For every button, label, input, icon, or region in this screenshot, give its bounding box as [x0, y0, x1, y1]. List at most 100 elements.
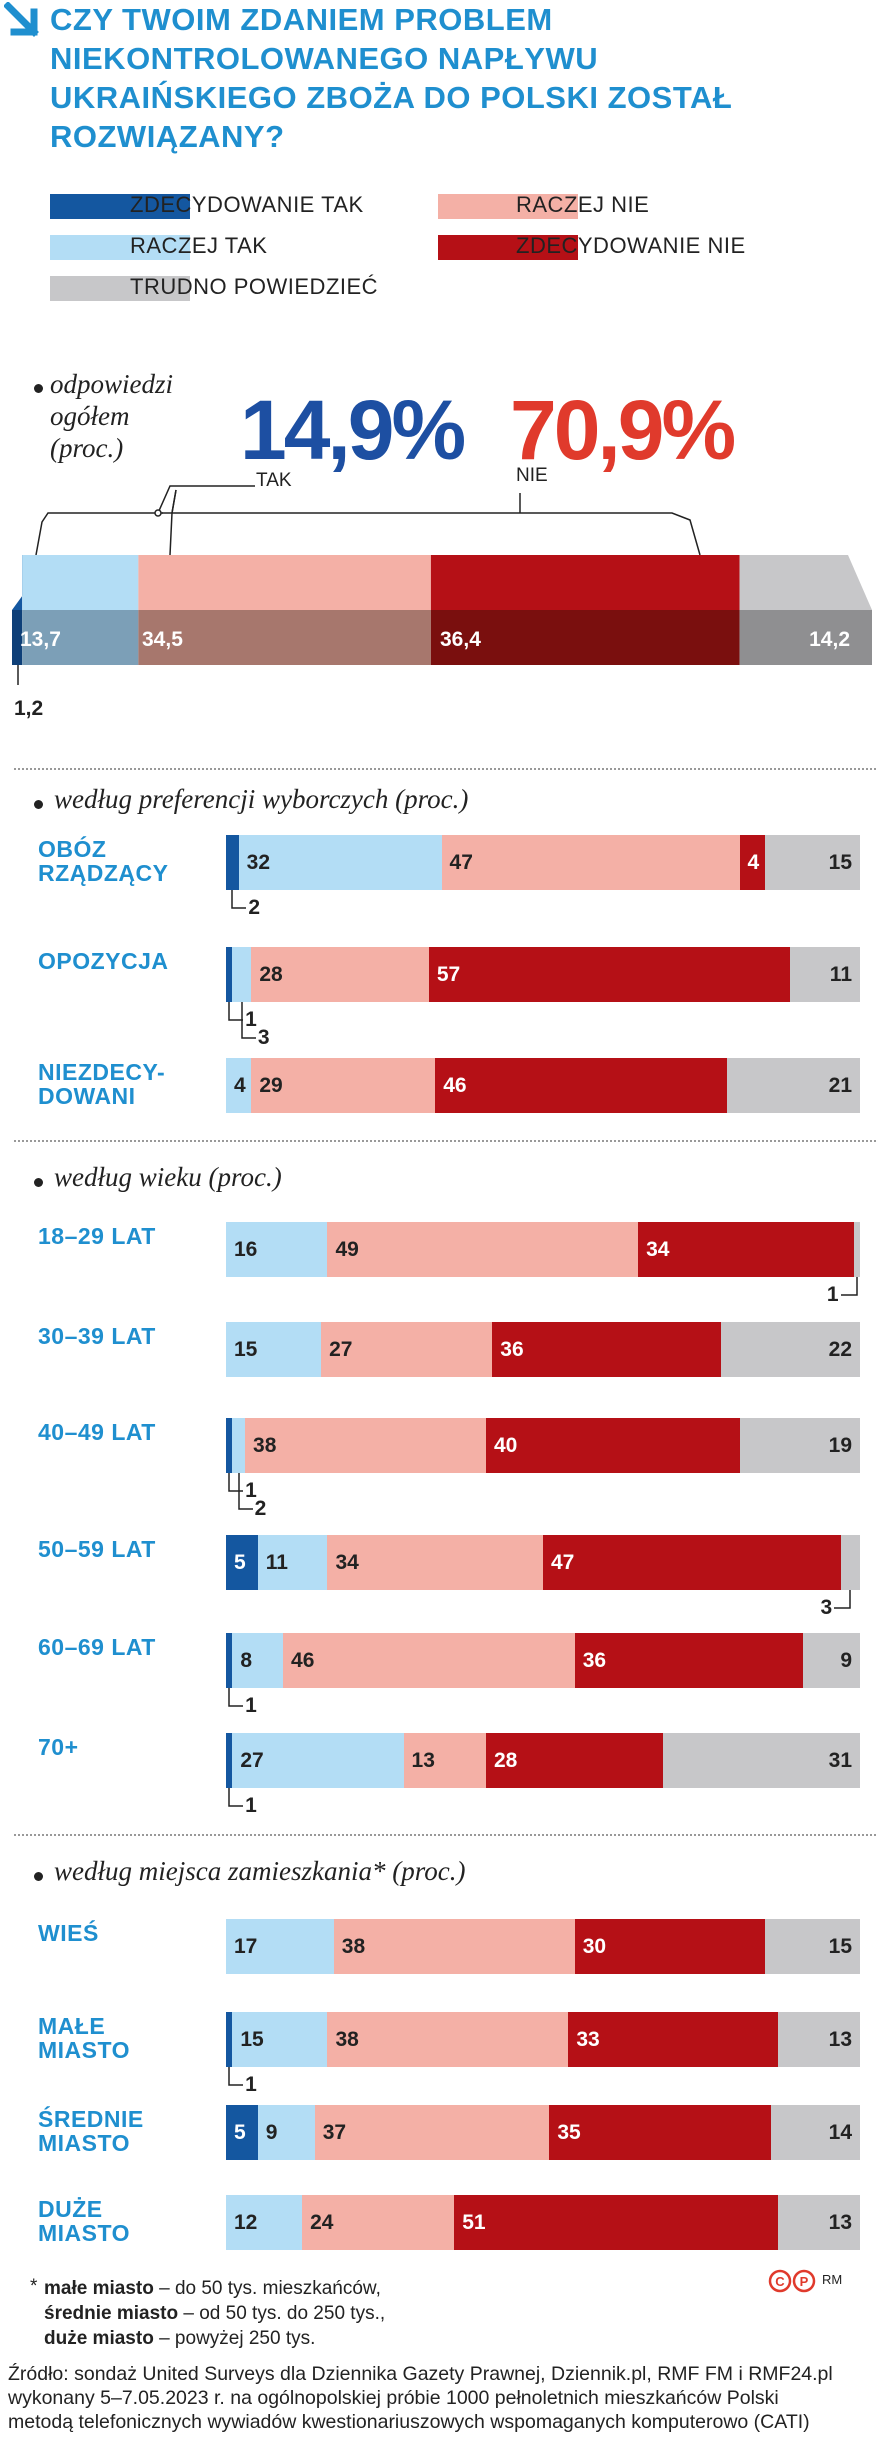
- bar-value-raczej-tak: 11: [265, 1550, 288, 1574]
- footnote: małe miasto – do 50 tys. mieszkańców, śr…: [44, 2276, 385, 2351]
- row-label-line: MIASTO: [38, 2220, 131, 2246]
- bar-segment-zdecydowanie-tak: [226, 1535, 258, 1590]
- row-label: OBÓZ RZĄDZĄCY: [38, 837, 208, 885]
- footnote-line: małe miasto – do 50 tys. mieszkańców,: [44, 2276, 385, 2301]
- bar-value-trudno-powiedziec: 31: [828, 1748, 852, 1772]
- bar-segment-raczej-nie: [251, 947, 429, 1002]
- chart-title: CZY TWOIM ZDANIEM PROBLEM NIEKONTROLOWAN…: [50, 2, 733, 154]
- stacked-bar: 5 11 34 47: [226, 1535, 860, 1590]
- overall-bar-trudno-powiedziec: [739, 610, 872, 665]
- bar-segment-trudno-powiedziec: [840, 1535, 860, 1590]
- bar-segment-raczej-tak: [232, 1733, 404, 1788]
- overall-top-raczej-tak: [22, 555, 139, 610]
- section-heading-preferences: według preferencji wyborczych (proc.): [54, 784, 469, 814]
- row-label: 40–49 LAT: [38, 1419, 156, 1445]
- bar-value-zdecydowanie-nie: 30: [582, 1934, 607, 1958]
- callout-value-raczej-tak: 2: [254, 1497, 267, 1520]
- overall-heading-line2: ogółem: [50, 401, 130, 431]
- row-label: DUŻE MIASTO: [38, 2197, 208, 2245]
- bar-segment-zdecydowanie-nie: [492, 1322, 721, 1377]
- bar-segment-zdecydowanie-tak: [226, 947, 233, 1002]
- bar-value-trudno-powiedziec: 14: [828, 2120, 852, 2144]
- bar-value-zdecydowanie-nie: 33: [576, 2027, 600, 2051]
- bar-segment-zdecydowanie-nie: [485, 1733, 664, 1788]
- callout-value-zdecydowanie-tak: 1: [245, 1008, 257, 1031]
- bar-value-raczej-tak: 15: [240, 2027, 264, 2051]
- stacked-bar: 28 57 11: [226, 947, 860, 1002]
- callout-value-zdecydowanie-tak: 2: [248, 896, 261, 919]
- bar-segment-zdecydowanie-nie: [485, 1418, 740, 1473]
- row-label: MAŁE MIASTO: [38, 2014, 208, 2062]
- callout-value-zdecydowanie-tak: 1: [245, 1794, 257, 1817]
- bar-segment-trudno-powiedziec: [726, 1058, 860, 1113]
- row-label: 18–29 LAT: [38, 1223, 156, 1249]
- bar-segment-raczej-nie: [327, 2012, 569, 2067]
- row-label: ŚREDNIE MIASTO: [38, 2107, 208, 2155]
- bar-segment-trudno-powiedziec: [790, 947, 860, 1002]
- source: Źródło: sondaż United Surveys dla Dzienn…: [8, 2362, 833, 2434]
- bar-value-zdecydowanie-nie: 34: [646, 1237, 670, 1261]
- bar-value-raczej-nie: 29: [259, 1073, 283, 1097]
- overall-top-zdecydowanie-nie: [430, 555, 740, 610]
- bar-segment-raczej-nie: [441, 835, 740, 890]
- bar-value-zdecydowanie-nie: 47: [551, 1550, 575, 1574]
- bar-segment-raczej-tak: [232, 2012, 328, 2067]
- legend-swatch-raczej-nie: [438, 194, 578, 219]
- bar-segment-raczej-tak: [238, 835, 442, 890]
- bar-value-trudno-powiedziec: 22: [828, 1337, 852, 1361]
- overall-heading-line1: odpowiedzi: [50, 369, 174, 399]
- bar-segment-trudno-powiedziec: [764, 835, 860, 890]
- callout-line: [237, 1473, 253, 1510]
- source-line: wykonany 5–7.05.2023 r. na ogólnopolskie…: [8, 2387, 779, 2409]
- bar-value-zdecydowanie-nie: 46: [443, 1073, 467, 1097]
- stacked-bar: 16 49 34: [226, 1222, 860, 1277]
- bar-value-raczej-nie: 46: [291, 1648, 315, 1672]
- bar-segment-trudno-powiedziec: [663, 1733, 860, 1788]
- bar-value-raczej-nie: 49: [335, 1237, 359, 1261]
- bar-value-zdecydowanie-nie: 35: [557, 2120, 581, 2144]
- bar-segment-zdecydowanie-nie: [435, 1058, 727, 1113]
- callout-line: [228, 1002, 244, 1021]
- legend-swatch-raczej-tak: [50, 235, 190, 260]
- bullet-icon: [34, 384, 43, 393]
- bar-segment-trudno-powiedziec: [720, 1322, 860, 1377]
- bar-segment-raczej-nie: [327, 1535, 543, 1590]
- row-label: 50–59 LAT: [38, 1536, 156, 1562]
- legend-label-raczej-nie: RACZEJ NIE: [516, 192, 650, 217]
- divider: [14, 1834, 876, 1836]
- overall-heading-line3: (proc.): [50, 433, 124, 463]
- arrow-icon: [4, 2, 39, 37]
- legend-label-trudno-powiedziec: TRUDNO POWIEDZIEĆ: [130, 274, 379, 299]
- bar-segment-trudno-powiedziec: [777, 2012, 860, 2067]
- row-label-line: NIEZDECY-: [38, 1059, 166, 1085]
- overall-label-raczej-tak: 13,7: [20, 628, 61, 651]
- stacked-bar: 17 38 30 15: [226, 1919, 860, 1974]
- stacked-bar: 38 40 19: [226, 1418, 860, 1473]
- tak-total: 14,9%: [240, 383, 466, 477]
- source-line: Źródło: sondaż United Surveys dla Dzienn…: [8, 2363, 833, 2385]
- svg-text:C: C: [775, 2274, 785, 2289]
- bar-value-trudno-powiedziec: 21: [828, 1073, 852, 1097]
- bar-segment-raczej-nie: [245, 1418, 486, 1473]
- bar-value-zdecydowanie-nie: 36: [500, 1337, 524, 1361]
- bar-segment-zdecydowanie-nie: [543, 1535, 841, 1590]
- row-label: WIEŚ: [38, 1920, 99, 1946]
- callout-value-trudno-powiedziec: 1: [826, 1283, 839, 1306]
- bar-segment-zdecydowanie-nie: [574, 1919, 765, 1974]
- bar-value-raczej-nie: 13: [411, 1748, 435, 1772]
- bar-value-zdecydowanie-tak: 5: [234, 2120, 246, 2144]
- overall-heading: odpowiedzi ogółem (proc.): [50, 368, 173, 464]
- footnote-term: średnie miasto: [44, 2303, 179, 2324]
- section-heading-residence: według miejsca zamieszkania* (proc.): [54, 1856, 466, 1886]
- bar-segment-zdecydowanie-nie: [574, 1633, 803, 1688]
- overall-top-trudno-powiedziec: [739, 555, 872, 610]
- bar-segment-zdecydowanie-tak: [226, 2012, 233, 2067]
- bar-segment-trudno-powiedziec: [764, 1919, 860, 1974]
- bar-value-trudno-powiedziec: 11: [829, 962, 852, 986]
- bar-segment-raczej-nie: [327, 1222, 639, 1277]
- overall-bar-raczej-tak: [22, 610, 139, 665]
- bar-segment-raczej-nie: [403, 1733, 486, 1788]
- logo-text: RM: [822, 2272, 843, 2287]
- bar-segment-raczej-tak: [226, 1919, 334, 1974]
- bar-segment-zdecydowanie-tak: [226, 2105, 258, 2160]
